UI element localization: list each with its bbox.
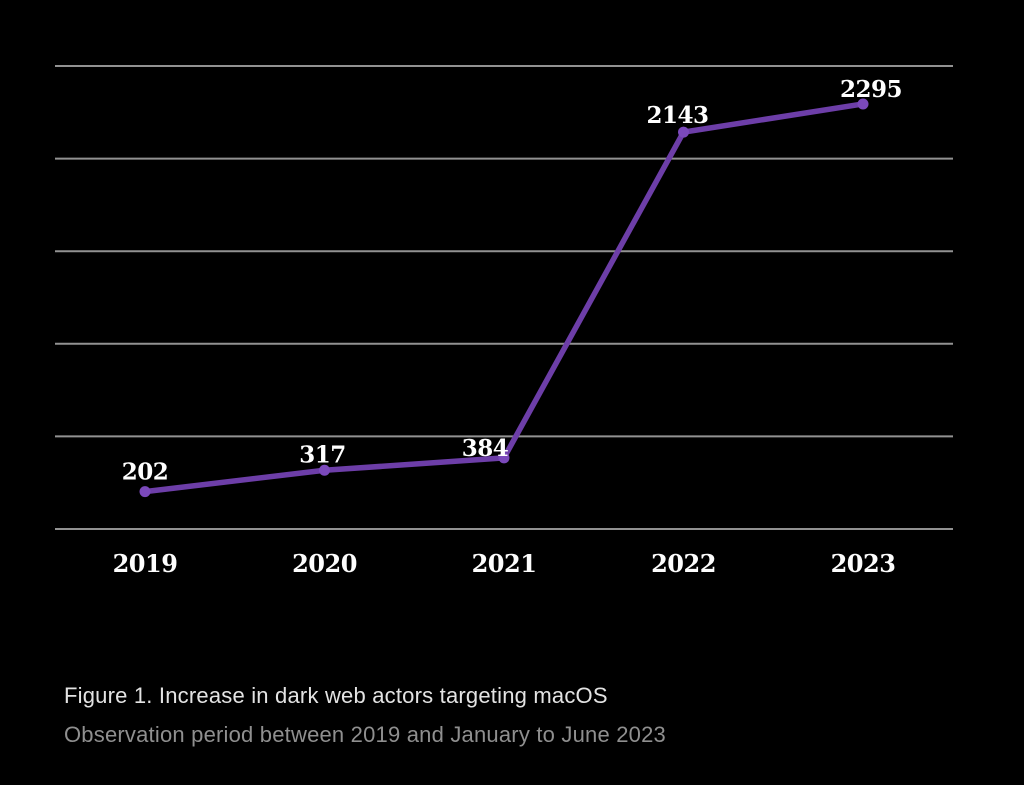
x-axis-label: 2023 xyxy=(831,549,896,578)
trend-line xyxy=(142,101,866,495)
data-point-marker xyxy=(319,464,330,476)
data-point-marker xyxy=(857,98,869,110)
data-point-marker xyxy=(139,486,151,498)
data-point-label: 202 xyxy=(122,459,169,486)
x-axis-label: 2019 xyxy=(113,549,178,578)
x-axis-label: 2021 xyxy=(472,549,537,578)
x-axis-label: 2020 xyxy=(292,549,357,578)
data-point-label: 384 xyxy=(462,435,509,462)
data-point-label: 2295 xyxy=(840,76,902,103)
data-point-marker xyxy=(678,126,689,138)
x-axis-label: 2022 xyxy=(651,549,716,578)
data-point-marker xyxy=(498,452,510,464)
data-point-label: 317 xyxy=(299,441,346,468)
data-point-label: 2143 xyxy=(646,102,708,129)
figure-caption-subtitle: Observation period between 2019 and Janu… xyxy=(64,722,666,747)
figure-caption-title: Figure 1. Increase in dark web actors ta… xyxy=(64,683,608,708)
